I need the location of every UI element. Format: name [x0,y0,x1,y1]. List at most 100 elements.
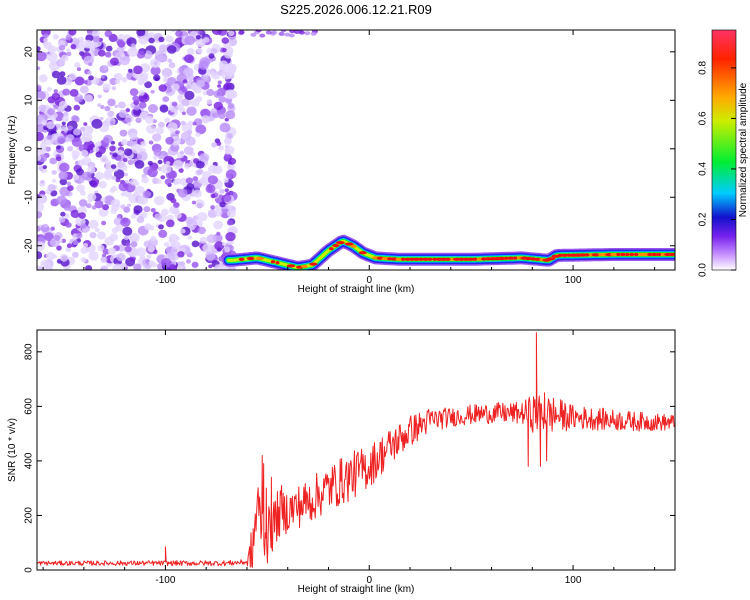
noise-blob [77,159,85,166]
signal-hotspot [381,256,389,261]
noise-blob [45,146,51,152]
noise-blob [214,264,223,270]
noise-blob [141,176,149,184]
noise-blob [187,235,193,240]
noise-blob [155,126,164,135]
noise-blob [178,93,184,99]
noise-blob [200,108,211,119]
signal-hotspot [668,252,675,257]
noise-blob [44,265,54,270]
noise-blob [73,128,81,136]
signal-hotspot [344,242,354,246]
x-tick-label: -100 [155,275,175,286]
noise-blob [150,235,157,242]
noise-blob [158,84,168,92]
noise-blob [87,166,96,174]
noise-blob [200,177,207,183]
noise-blob [160,258,172,268]
noise-blob [59,178,68,186]
snr-frame [36,329,676,571]
noise-blob [197,212,208,222]
noise-blob [124,246,132,253]
signal-hotspot [350,244,357,248]
noise-blob [61,238,67,243]
noise-blob [259,33,266,38]
noise-blob [150,66,161,76]
signal-hotspot [534,257,542,261]
noise-blob [181,111,186,116]
noise-blob [109,233,119,242]
noise-blob [168,237,175,244]
noise-blob [98,208,109,217]
signal-hotspot [560,253,569,257]
snr-series-line [37,332,675,568]
noise-blob [133,65,143,75]
noise-blob [87,70,92,75]
noise-blob [136,51,146,59]
noise-blob [40,180,45,184]
noise-blob [129,255,136,262]
noise-blob [157,159,163,165]
noise-blob [191,85,198,91]
noise-blob [289,30,296,34]
noise-blob [37,131,44,142]
snr-x-axis-label: Height of straight line (km) [298,584,415,595]
noise-blob [58,100,68,109]
noise-blob [133,104,140,111]
noise-blob [37,84,42,91]
snr-x-ticks: -100 0 100 [42,330,656,586]
noise-blob [165,35,174,43]
signal-hotspot [624,252,630,257]
noise-blob [72,154,78,160]
noise-blob [135,117,142,124]
noise-blob [191,200,196,205]
noise-blob [221,37,229,44]
noise-blob [144,81,153,89]
noise-blob [177,188,188,198]
noise-blob [217,80,222,85]
noise-blob [160,175,166,180]
noise-blob [197,30,203,35]
noise-blob [125,117,131,123]
noise-blob [118,182,129,192]
signal-hotspot [647,252,653,257]
noise-blob [61,54,69,62]
noise-blob [288,33,295,38]
noise-blob [109,145,116,152]
noise-blob [67,185,74,192]
noise-blob [130,43,136,48]
noise-blob [102,248,110,255]
noise-blob [228,30,235,37]
noise-blob [278,31,285,36]
noise-blob [43,223,48,228]
signal-hotspot [270,260,276,264]
y-tick-label: 800 [24,343,35,360]
noise-blob [56,156,62,162]
noise-blob [271,30,278,35]
noise-blob [124,172,129,177]
noise-blob [184,90,195,100]
noise-blob [110,57,119,66]
noise-blob [192,176,199,182]
noise-blob [168,264,178,270]
noise-blob [104,30,113,38]
noise-blob [186,106,197,116]
noise-blob [117,149,124,155]
noise-blob [145,115,154,124]
noise-blob [166,219,175,228]
noise-blob [114,104,119,109]
spectrogram-marks [37,30,675,270]
x-tick-label: -100 [155,575,175,586]
noise-blob [214,209,223,217]
noise-blob [37,241,46,252]
noise-blob [298,30,305,35]
signal-hotspot [332,244,340,248]
noise-blob [216,231,221,236]
noise-blob [98,49,106,57]
signal-hotspot [335,241,345,245]
signal-hotspot [640,252,650,257]
noise-blob [43,38,49,43]
noise-blob [139,255,146,261]
y-tick-label: -20 [24,238,35,253]
noise-blob [53,235,61,241]
